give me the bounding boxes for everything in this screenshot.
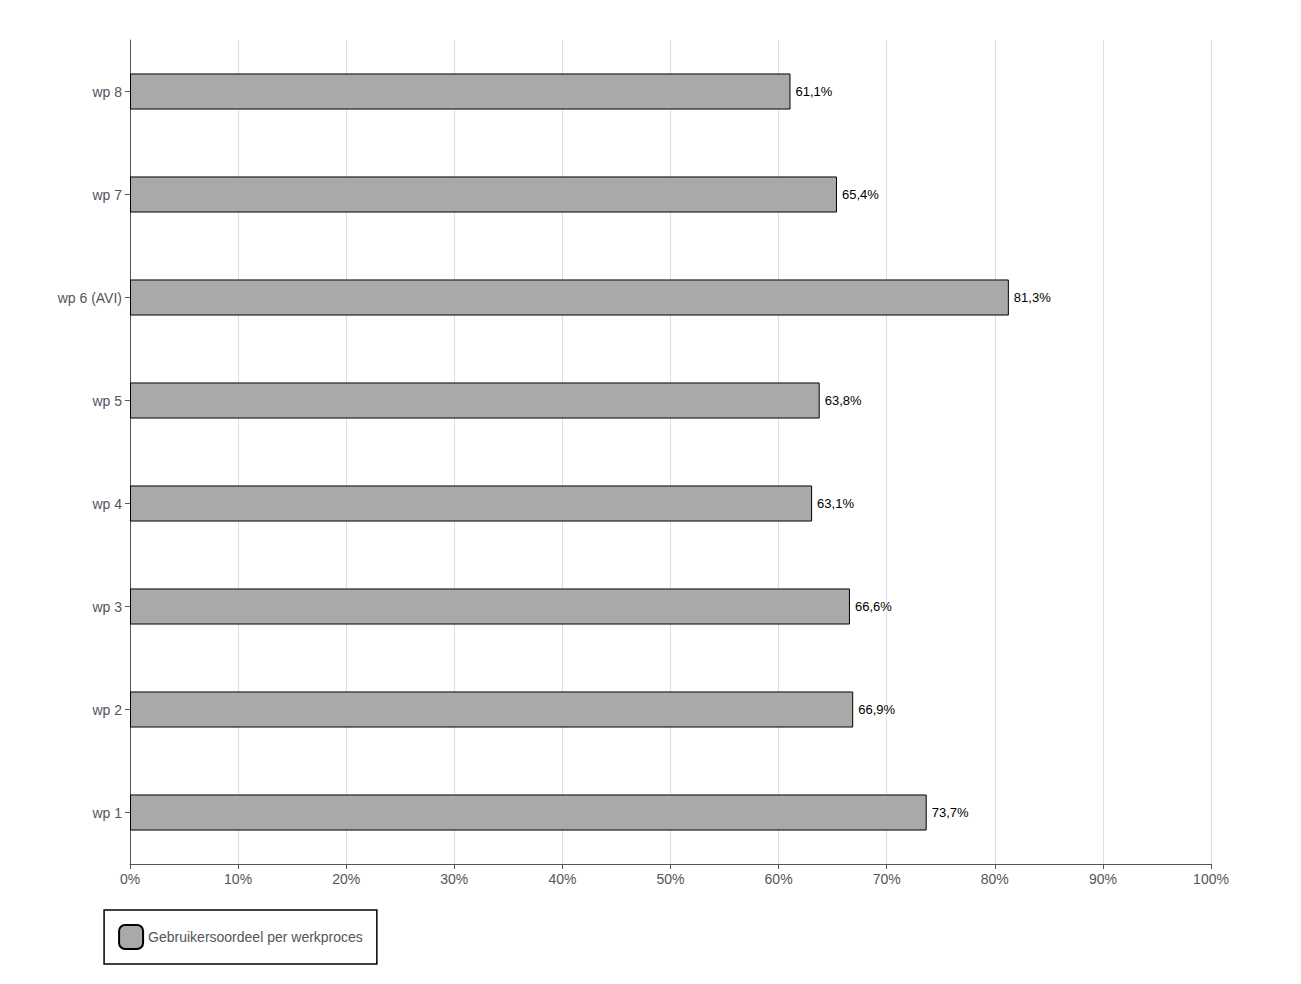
svg-text:70%: 70% [873,871,901,887]
svg-text:66,6%: 66,6% [855,599,892,614]
svg-text:60%: 60% [765,871,793,887]
svg-text:80%: 80% [981,871,1009,887]
svg-text:20%: 20% [332,871,360,887]
svg-text:wp 3: wp 3 [91,599,122,615]
svg-text:wp 6 (AVI): wp 6 (AVI) [57,290,122,306]
svg-text:30%: 30% [440,871,468,887]
svg-text:wp 2: wp 2 [91,702,122,718]
svg-text:Gebruikersoordeel per werkproc: Gebruikersoordeel per werkproces [148,929,363,945]
svg-text:73,7%: 73,7% [932,805,969,820]
svg-text:65,4%: 65,4% [842,187,879,202]
svg-text:50%: 50% [656,871,684,887]
svg-text:40%: 40% [548,871,576,887]
svg-text:100%: 100% [1193,871,1229,887]
svg-text:66,9%: 66,9% [858,702,895,717]
svg-text:63,8%: 63,8% [825,393,862,408]
svg-text:0%: 0% [120,871,140,887]
svg-text:10%: 10% [224,871,252,887]
svg-text:81,3%: 81,3% [1014,290,1051,305]
svg-text:61,1%: 61,1% [795,84,832,99]
svg-text:63,1%: 63,1% [817,496,854,511]
svg-text:wp 1: wp 1 [91,805,122,821]
svg-text:wp 5: wp 5 [91,393,122,409]
svg-text:90%: 90% [1089,871,1117,887]
svg-text:wp 4: wp 4 [91,496,122,512]
svg-text:wp 8: wp 8 [91,84,122,100]
svg-text:wp 7: wp 7 [91,187,122,203]
